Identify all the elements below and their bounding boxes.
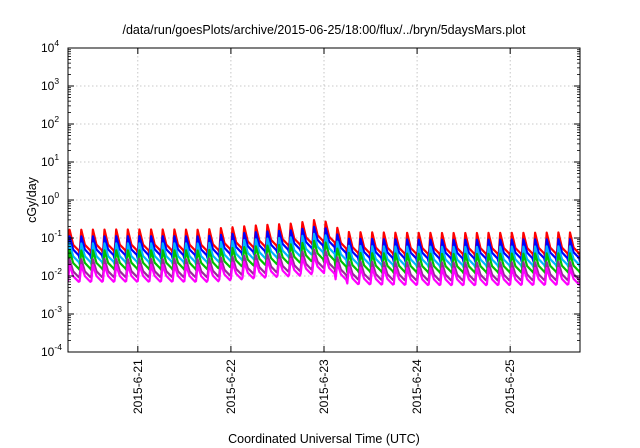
y-axis-label: cGy/day [25,176,39,223]
y-tick-base: 10 [41,345,55,359]
chart-title: /data/run/goesPlots/archive/2015-06-25/1… [122,23,526,37]
y-tick-exponent: -3 [54,304,62,314]
y-tick-exponent: -4 [54,342,62,352]
y-tick-base: 10 [41,307,55,321]
y-tick-label: 10-4 [41,342,62,359]
y-tick-exponent: 4 [54,38,59,48]
y-tick-label: 10-3 [41,304,62,321]
y-tick-exponent: 0 [54,190,59,200]
y-tick-label: 10-1 [41,228,62,245]
series-line-6 [68,254,580,287]
y-tick-label: 100 [41,190,59,207]
x-tick-label: 2015-6-21 [131,359,145,414]
x-tick-label: 2015-6-22 [224,359,238,414]
y-tick-label: 102 [41,114,59,131]
x-tick-label: 2015-6-23 [317,359,331,414]
y-tick-label: 10-2 [41,266,62,283]
y-tick-exponent: -1 [54,228,62,238]
x-axis-label: Coordinated Universal Time (UTC) [228,432,420,446]
y-tick-base: 10 [41,117,55,131]
x-axis: 2015-6-21 2015-6-22 2015-6-23 2015-6-24 2015… [131,48,517,414]
x-tick-label: 2015-6-25 [503,359,517,414]
y-tick-label: 103 [41,76,59,93]
y-tick-base: 10 [41,41,55,55]
y-tick-base: 10 [41,193,55,207]
y-tick-exponent: 1 [54,152,59,162]
y-tick-exponent: 3 [54,76,59,86]
y-tick-label: 104 [41,38,59,55]
y-tick-label: 101 [41,152,59,169]
y-tick-exponent: 2 [54,114,59,124]
y-tick-base: 10 [41,79,55,93]
y-tick-base: 10 [41,155,55,169]
y-tick-base: 10 [41,269,55,283]
series-group [68,219,580,287]
grid [68,48,580,352]
y-tick-exponent: -2 [54,266,62,276]
y-tick-base: 10 [41,231,55,245]
x-tick-label: 2015-6-24 [410,359,424,414]
